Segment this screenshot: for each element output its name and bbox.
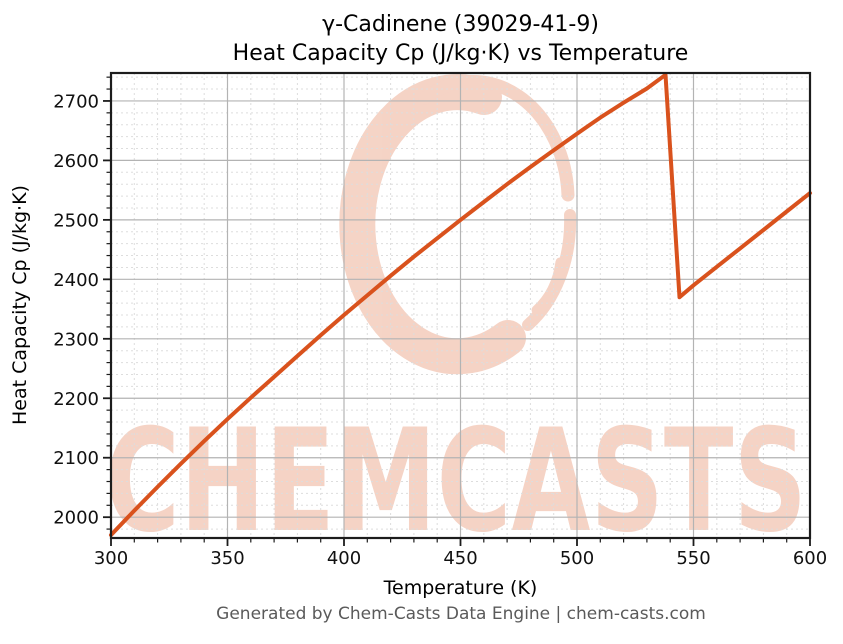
tick-labels: 300 350 400 450 500 550 600 2000 2100 2200 2300 240… [53, 91, 827, 569]
cp-data-line [109, 72, 812, 537]
y-tick-label: 2100 [53, 448, 99, 469]
y-axis-label: Heat Capacity Cp (J/kg·K) [9, 185, 31, 425]
x-tick-label: 450 [443, 548, 477, 569]
y-tick-label: 2200 [53, 389, 99, 410]
y-tick-label: 2300 [53, 329, 99, 350]
y-tick-label: 2000 [53, 508, 99, 529]
y-tick-label: 2400 [53, 270, 99, 291]
logo-right-stroke [522, 209, 577, 331]
x-axis-label: Temperature (K) [383, 577, 538, 599]
y-tick-label: 2700 [53, 91, 99, 112]
page-title-line2: Heat Capacity Cp (J/kg·K) vs Temperature [232, 41, 689, 66]
x-tick-label: 600 [793, 548, 827, 569]
page-title-line1: γ-Cadinene (39029-41-9) [322, 12, 599, 37]
x-tick-label: 350 [210, 548, 244, 569]
logo-main-stroke [339, 74, 526, 375]
watermark-layer: CHEMCASTS [105, 74, 807, 564]
plot-border [109, 71, 812, 540]
x-tick-label: 500 [560, 548, 594, 569]
logo-hook-stroke [531, 257, 565, 315]
x-tick-label: 550 [676, 548, 710, 569]
x-tick-label: 400 [327, 548, 361, 569]
x-tick-label: 300 [94, 548, 128, 569]
axis-ticks [103, 76, 811, 546]
y-tick-label: 2600 [53, 151, 99, 172]
page-title: γ-Cadinene (39029-41-9) Heat Capacity Cp… [111, 10, 810, 68]
y-tick-label: 2500 [53, 210, 99, 231]
footer-text: Generated by Chem-Casts Data Engine | ch… [216, 604, 706, 624]
